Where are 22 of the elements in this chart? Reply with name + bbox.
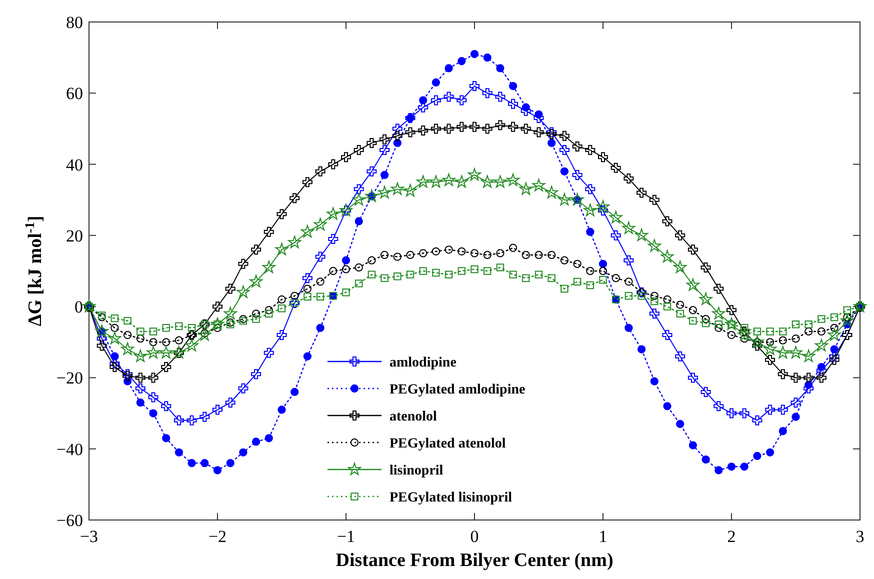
legend-label: amlodipine	[390, 356, 456, 370]
y-tick-label: 0	[74, 298, 83, 317]
legend-label: PEGylated atenolol	[390, 436, 506, 452]
x-tick-label: −2	[208, 527, 227, 546]
legend-label: lisinopril	[390, 464, 444, 478]
x-tick-label: 2	[727, 527, 736, 546]
y-tick-label: −40	[56, 440, 83, 459]
x-axis-title: Distance From Bilyer Center (nm)	[336, 550, 614, 571]
y-tick-label: 40	[66, 155, 83, 174]
x-tick-label: −1	[336, 527, 356, 546]
y-tick-label: −20	[56, 368, 83, 388]
legend-label: atenolol	[390, 410, 438, 424]
y-tick-label: 20	[66, 226, 83, 246]
y-tick-label: 60	[66, 84, 83, 104]
y-tick-label: 80	[66, 13, 83, 32]
x-tick-label: 0	[470, 527, 479, 546]
x-tick-label: −3	[80, 527, 98, 546]
x-tick-label: 3	[856, 527, 864, 546]
y-tick-label: −60	[56, 511, 83, 530]
legend-label: PEGylated lisinopril	[390, 490, 512, 506]
x-tick-label: 1	[598, 527, 608, 546]
legend-label: PEGylated amlodipine	[390, 382, 526, 398]
